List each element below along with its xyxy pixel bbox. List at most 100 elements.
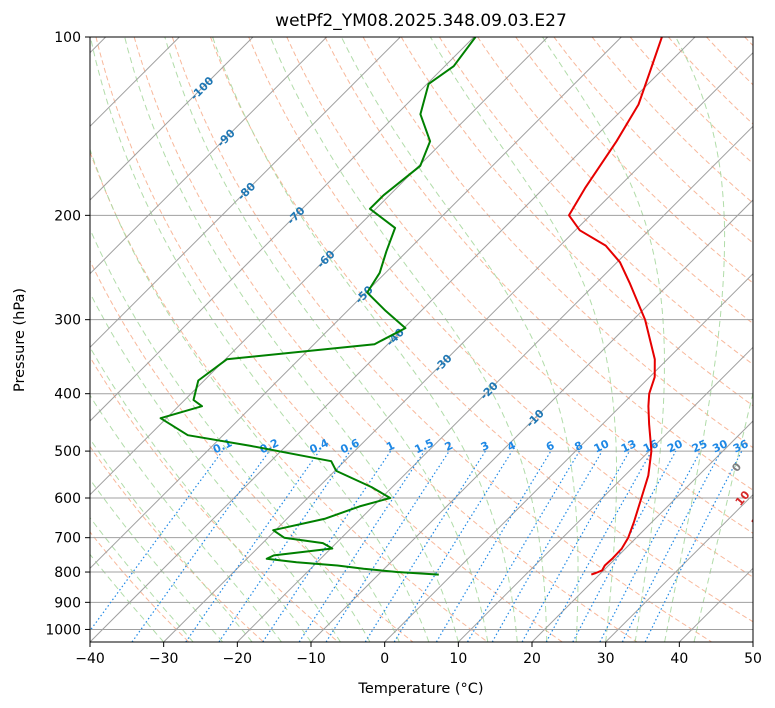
moist-adiabat-line	[90, 291, 341, 642]
moist-adiabat-line	[664, 37, 726, 642]
moist-adiabat-line	[90, 516, 194, 642]
moist-adiabat-line	[90, 438, 253, 642]
dry-adiabat-line	[706, 37, 753, 86]
mixing-ratio-line	[262, 450, 392, 642]
y-tick-label: 900	[54, 595, 81, 611]
isotherm-label: -70	[284, 204, 307, 227]
moist-adiabat-line	[90, 228, 371, 642]
moist-adiabat-line	[340, 37, 579, 642]
mixing-ratio-label: 13	[619, 437, 638, 455]
mixing-ratio-label: 10	[592, 437, 612, 455]
mixing-ratio-label: 1	[384, 439, 396, 454]
y-tick-label: 500	[54, 444, 81, 460]
mixing-ratio-line	[644, 450, 743, 642]
x-tick-label: 50	[744, 651, 762, 667]
dry-adiabat-line	[90, 150, 488, 642]
dry-adiabat-line	[248, 37, 753, 578]
moist-adiabat-line	[164, 37, 489, 642]
mixing-ratio-line	[599, 450, 702, 642]
mixing-ratio-line	[621, 450, 722, 642]
moist-adiabat-line	[429, 37, 617, 642]
dry-adiabat-line	[95, 37, 563, 642]
dewpoint-profile-line	[159, 37, 477, 576]
dry-adiabat-label: 30	[763, 531, 775, 551]
isotherm-line	[678, 567, 753, 642]
isotherm-label: -10	[524, 407, 547, 430]
dry-adiabat-line	[629, 37, 753, 165]
mixing-ratio-line	[185, 450, 320, 642]
mixing-ratio-line	[90, 450, 223, 632]
sounding-profiles	[159, 37, 663, 576]
moist-adiabat-line	[90, 37, 430, 642]
x-tick-label: 10	[449, 651, 467, 667]
mixing-ratio-label: 30	[710, 437, 730, 455]
dry-adiabat-line	[477, 37, 753, 325]
isotherm-line	[384, 272, 753, 642]
isotherm-line	[310, 199, 753, 642]
dry-adiabat-line	[324, 37, 753, 491]
x-axis: −40 −30 −20 −10 0 10 20 30 40 50	[75, 642, 762, 667]
x-tick-label: −20	[223, 651, 253, 667]
x-tick-label: −10	[296, 651, 326, 667]
mixing-ratio-line	[218, 450, 351, 642]
y-tick-label: 200	[54, 208, 81, 224]
dry-adiabat-line	[133, 37, 638, 642]
isotherm-line	[90, 37, 549, 496]
dry-adiabat-line	[210, 37, 753, 623]
y-tick-label: 600	[54, 491, 81, 507]
moist-adiabat-line	[90, 346, 312, 642]
dry-adiabat-line	[286, 37, 753, 534]
mixing-ratio-line	[325, 450, 450, 642]
moist-adiabat-line	[212, 37, 518, 642]
mixing-ratio-label: 0.4	[308, 436, 331, 456]
background-lines	[90, 37, 753, 642]
dry-adiabat-line	[400, 37, 753, 407]
moist-adiabat-line	[269, 37, 548, 642]
mixing-ratio-line	[545, 450, 653, 642]
x-tick-label: −40	[75, 651, 105, 667]
isotherm-line	[90, 37, 622, 570]
dry-adiabat-line	[90, 259, 414, 642]
isopleth-labels: 0.1 0.2 0.4 0.6 1 1.5 2 3 4 6 8 10 13 16 20 25 30 36-100-…	[188, 74, 775, 551]
isotherm-line	[90, 37, 696, 642]
x-axis-label: Temperature (°C)	[357, 681, 483, 697]
temperature-profile-line	[568, 37, 663, 576]
mixing-ratio-line	[393, 450, 513, 642]
dry-adiabat-line	[744, 37, 753, 47]
y-axis: 100 200 300 400 500 600 700 800 900 1000	[45, 30, 90, 638]
x-tick-label: −30	[149, 651, 179, 667]
moist-adiabat-line	[90, 553, 165, 642]
x-tick-label: 40	[670, 651, 688, 667]
mixing-ratio-label: 36	[731, 437, 751, 455]
y-tick-label: 1000	[45, 622, 81, 638]
x-tick-label: 20	[523, 651, 541, 667]
isotherm-line	[236, 125, 753, 642]
moist-adiabat-line	[90, 147, 400, 642]
mixing-ratio-label: 1.5	[413, 436, 436, 456]
mixing-ratio-label: 20	[665, 437, 685, 455]
mixing-ratio-label: 3	[479, 439, 491, 454]
moist-adiabat-line	[693, 390, 753, 642]
dry-adiabat-line	[171, 37, 712, 642]
isotherm-line	[531, 420, 753, 642]
moist-adiabat-line	[542, 37, 666, 642]
mixing-ratio-line	[466, 450, 580, 642]
dry-adiabat-line	[553, 37, 753, 244]
dry-adiabat-label: 10	[733, 488, 753, 508]
y-tick-label: 300	[54, 313, 81, 329]
mixing-ratio-label: 2	[443, 439, 455, 454]
x-tick-label: 30	[597, 651, 615, 667]
mixing-ratio-line	[435, 450, 552, 642]
mixing-ratio-label: 0.2	[258, 436, 281, 456]
dry-adiabat-line	[668, 37, 753, 125]
isotherm-line	[457, 346, 753, 642]
dry-adiabat-line	[515, 37, 753, 284]
moist-adiabat-line	[90, 394, 282, 642]
y-axis-label: Pressure (hPa)	[12, 288, 28, 392]
isotherm-label: -80	[235, 180, 258, 203]
plot-frame	[89, 36, 754, 643]
dry-adiabat-line	[90, 356, 339, 642]
dry-adiabat-line	[438, 37, 753, 366]
mixing-ratio-line	[131, 450, 270, 642]
